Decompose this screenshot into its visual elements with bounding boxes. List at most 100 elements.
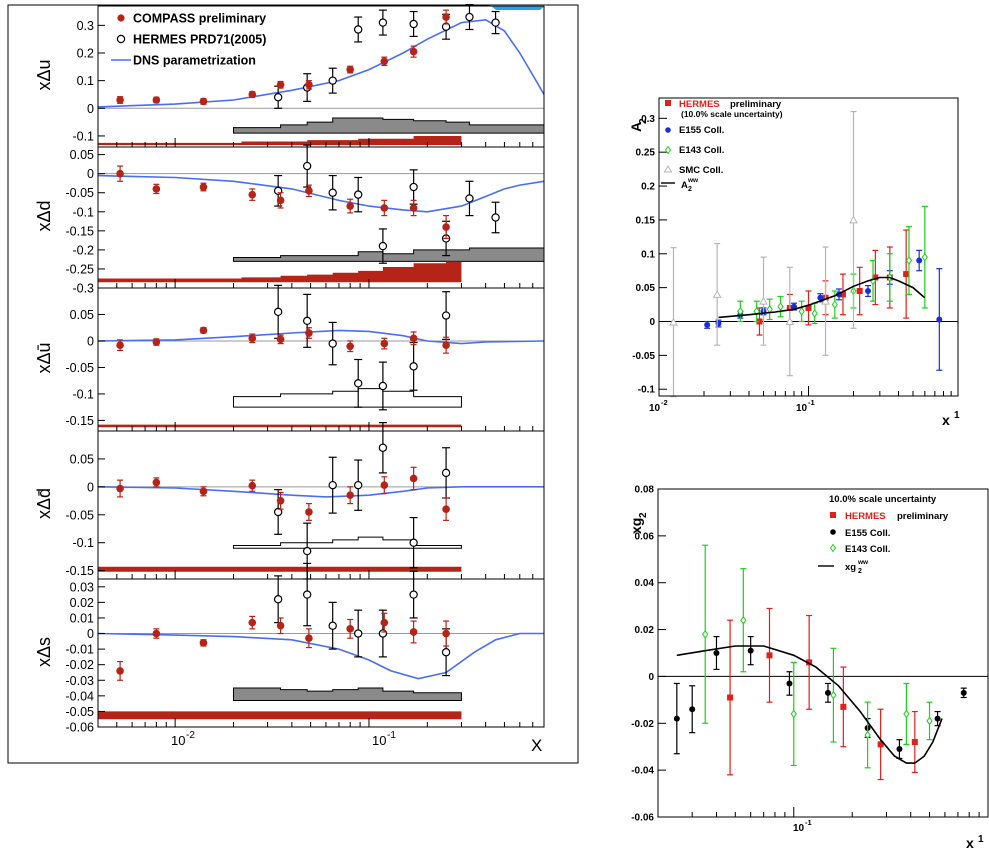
y-tick-label: 0.05 [70, 452, 94, 466]
hermes-point [328, 480, 337, 490]
compass-point [346, 342, 354, 351]
syst-band-red-xDs [98, 711, 462, 720]
legend-hermes-extra: preliminary [730, 99, 782, 110]
compass-point [248, 90, 257, 99]
y-tick-label: 0.05 [70, 308, 94, 322]
panel-xDubar: 0.05 0 -0.05 -0.1 -0.15 xΔū [34, 284, 545, 432]
hermes-marker [840, 703, 847, 710]
compass-point [199, 326, 208, 335]
y-tick-label: 0.06 [635, 531, 655, 542]
y-tick-label: -0.04 [66, 689, 95, 703]
hermes-point [409, 362, 418, 371]
compass-point [152, 96, 161, 104]
e143-marker [702, 629, 709, 639]
y-tick-label: -0.02 [66, 658, 95, 672]
syst-band-red-xDubar [98, 424, 462, 428]
y-tick-label: -0.3 [72, 282, 94, 296]
legend-ww-sub: 2 [688, 186, 692, 193]
left-figure-border [7, 4, 579, 764]
e155-marker [747, 647, 754, 654]
hermes-point [409, 538, 418, 547]
panel-frame-xDubar [97, 287, 545, 432]
e143-marker [921, 252, 928, 262]
syst-band-gray-xDd [232, 247, 545, 262]
y-tick-label: 0 [87, 627, 94, 641]
e143-marker [864, 730, 871, 740]
x-axis-label: x [942, 412, 950, 428]
y-axis-label-xDs: xΔs [34, 637, 54, 667]
hermes-marker [806, 659, 813, 666]
hermes-point [328, 188, 337, 197]
e143-marker [798, 306, 805, 316]
compass-point [380, 618, 389, 627]
y-tick-label: 0.02 [70, 596, 94, 610]
hermes-point [273, 507, 283, 517]
hermes-marker [805, 304, 812, 311]
compass-point [380, 339, 389, 348]
compass-point [305, 634, 313, 642]
syst-band-gray-xDu [232, 117, 545, 134]
hermes-point [302, 590, 312, 599]
syst-band-gray-xDdbar [232, 536, 462, 549]
y-tick-label: 0 [87, 480, 94, 494]
y-tick-label: 0 [87, 334, 94, 348]
hermes-point [441, 648, 451, 657]
smc-marker [712, 289, 722, 298]
legend-smc-label: SMC Coll. [679, 165, 723, 176]
compass-point [409, 334, 418, 343]
x-tick-label-1e-2-exp: -2 [186, 730, 195, 741]
y-tick-label: 0.03 [70, 580, 94, 594]
hermes-point [491, 18, 500, 27]
compass-point [409, 474, 418, 483]
compass-point [199, 487, 208, 496]
y-tick-label: 0.3 [641, 114, 655, 125]
left-panels: 0.3 0.2 0.1 0 -0.1 xΔu 0.05 0 -0.05 -0.1 -0.15 -0.2… [34, 4, 545, 735]
chart-frame [658, 97, 959, 397]
compass-point [442, 341, 450, 350]
compass-point [305, 187, 313, 195]
x-tick-label-base: 10 [649, 403, 661, 414]
y-tick-label: -0.02 [631, 719, 654, 730]
legend-hermes-extra: preliminary [897, 511, 949, 522]
compass-point [409, 628, 418, 636]
e143-marker [831, 300, 838, 309]
e143-marker [790, 709, 797, 719]
smc-marker [785, 316, 795, 325]
e143-marker [740, 615, 747, 625]
hermes-point [302, 546, 312, 556]
hermes-point [302, 161, 312, 171]
compass-point [409, 47, 418, 56]
y-tick-label: 0.2 [77, 47, 94, 61]
compass-point [442, 629, 450, 638]
x-tick-label-base: 10 [793, 823, 805, 834]
y-tick-label: -0.15 [66, 224, 95, 238]
compass-point [248, 190, 257, 199]
x-tick-label-1e-1-base: 10 [372, 733, 386, 748]
y-tick-label: -0.1 [72, 129, 94, 143]
legend-hermes-label: HERMES [845, 511, 886, 522]
legend-hermes-line2: (10.0% scale uncertainty) [681, 109, 783, 119]
e155-marker [896, 746, 903, 753]
hermes-point [378, 443, 388, 452]
smc-marker [759, 296, 768, 305]
compass-point [248, 334, 257, 343]
panel-frame-xDd [97, 146, 545, 289]
compass-point [276, 196, 285, 205]
y-tick-label: 0.02 [635, 625, 655, 636]
e155-marker [715, 320, 722, 327]
compass-point [276, 335, 285, 344]
y-tick-label: 0.05 [70, 148, 94, 162]
hermes-point [328, 339, 337, 348]
e155-marker [689, 706, 696, 713]
compass-point [199, 183, 208, 191]
e155-marker [673, 715, 680, 722]
y-tick-label: -0.1 [72, 536, 94, 550]
compass-point [346, 202, 354, 210]
x-tick-label-exp: -2 [661, 398, 668, 407]
compass-point [409, 204, 418, 212]
compass-point [305, 508, 313, 516]
hermes-point [441, 311, 451, 320]
y-tick-label: 0.15 [636, 215, 656, 226]
compass-point [116, 667, 124, 675]
